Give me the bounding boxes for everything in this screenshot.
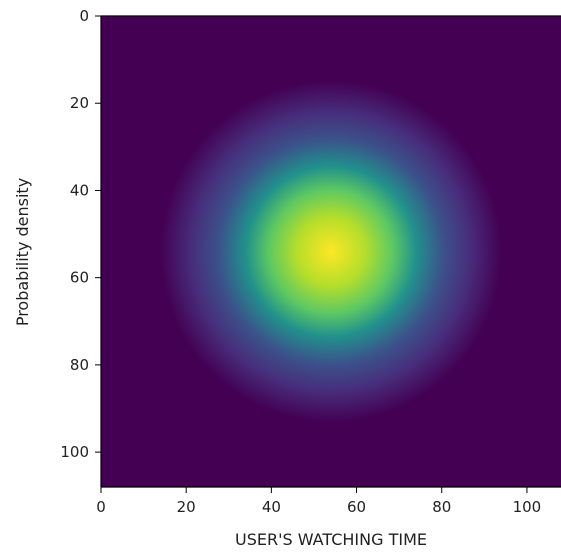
y-tick-label: 80 (70, 356, 89, 374)
x-tick-label: 100 (513, 498, 542, 516)
x-tick-label: 80 (432, 498, 451, 516)
x-axis-ticks: 0 20 40 60 80 100 (96, 487, 541, 516)
y-axis-label: Probability density (13, 178, 32, 326)
gaussian-peak (160, 81, 502, 422)
x-tick-label: 0 (96, 498, 106, 516)
y-tick-label: 0 (79, 7, 89, 25)
y-axis-ticks: 0 20 40 60 80 100 (60, 7, 101, 461)
y-tick-label: 20 (70, 94, 89, 112)
x-tick-label: 20 (177, 498, 196, 516)
plot-area (100, 15, 561, 488)
y-tick-label: 40 (70, 181, 89, 199)
x-axis-label: USER'S WATCHING TIME (235, 530, 427, 549)
x-tick-label: 40 (262, 498, 281, 516)
y-tick-label: 100 (60, 443, 89, 461)
y-tick-label: 60 (70, 269, 89, 287)
x-tick-label: 60 (347, 498, 366, 516)
